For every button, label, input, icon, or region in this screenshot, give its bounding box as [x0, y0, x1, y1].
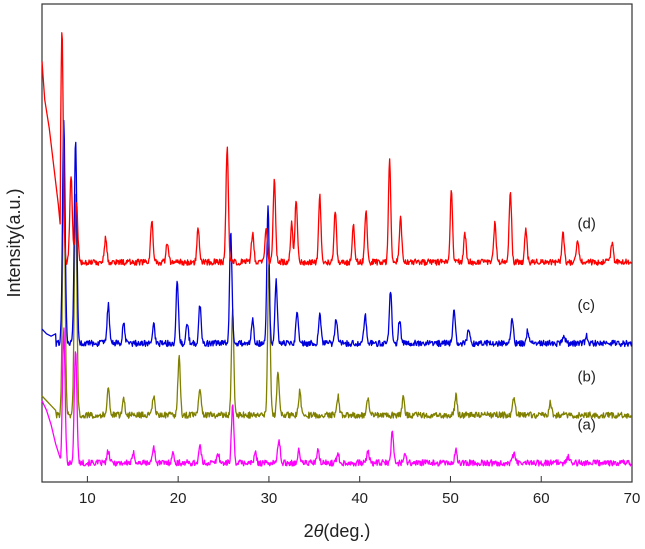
series-labels: (a) (b) (c) (d) [578, 216, 596, 434]
x-axis-ticks: 10 20 30 40 50 60 70 [79, 476, 640, 507]
x-axis-title-prefix: 2 [304, 521, 314, 541]
series-line-b [41, 177, 633, 419]
x-axis-title-suffix: (deg.) [323, 521, 370, 541]
series-line-a [41, 327, 632, 467]
plot-area: 10 20 30 40 50 60 70 (a) (b) (c) (d) [41, 3, 640, 507]
series-label-a: (a) [578, 416, 596, 433]
series-label-c: (c) [578, 297, 596, 314]
x-tick-label: 70 [624, 490, 641, 507]
x-tick-label: 30 [261, 490, 278, 507]
series-line-d [41, 32, 633, 266]
x-axis-title: 2θ(deg.) [304, 521, 371, 541]
x-tick-label: 60 [533, 490, 550, 507]
series-label-d: (d) [578, 216, 596, 233]
series-layer [41, 32, 633, 467]
x-axis-title-symbol: θ [314, 521, 324, 541]
x-tick-label: 20 [170, 490, 187, 507]
series-line-c [41, 119, 633, 348]
x-tick-label: 50 [442, 490, 459, 507]
series-label-b: (b) [578, 369, 596, 386]
x-tick-label: 40 [351, 490, 368, 507]
x-tick-label: 10 [79, 490, 96, 507]
y-axis-title: Intensity(a.u.) [4, 188, 24, 297]
plot-frame [41, 3, 633, 483]
